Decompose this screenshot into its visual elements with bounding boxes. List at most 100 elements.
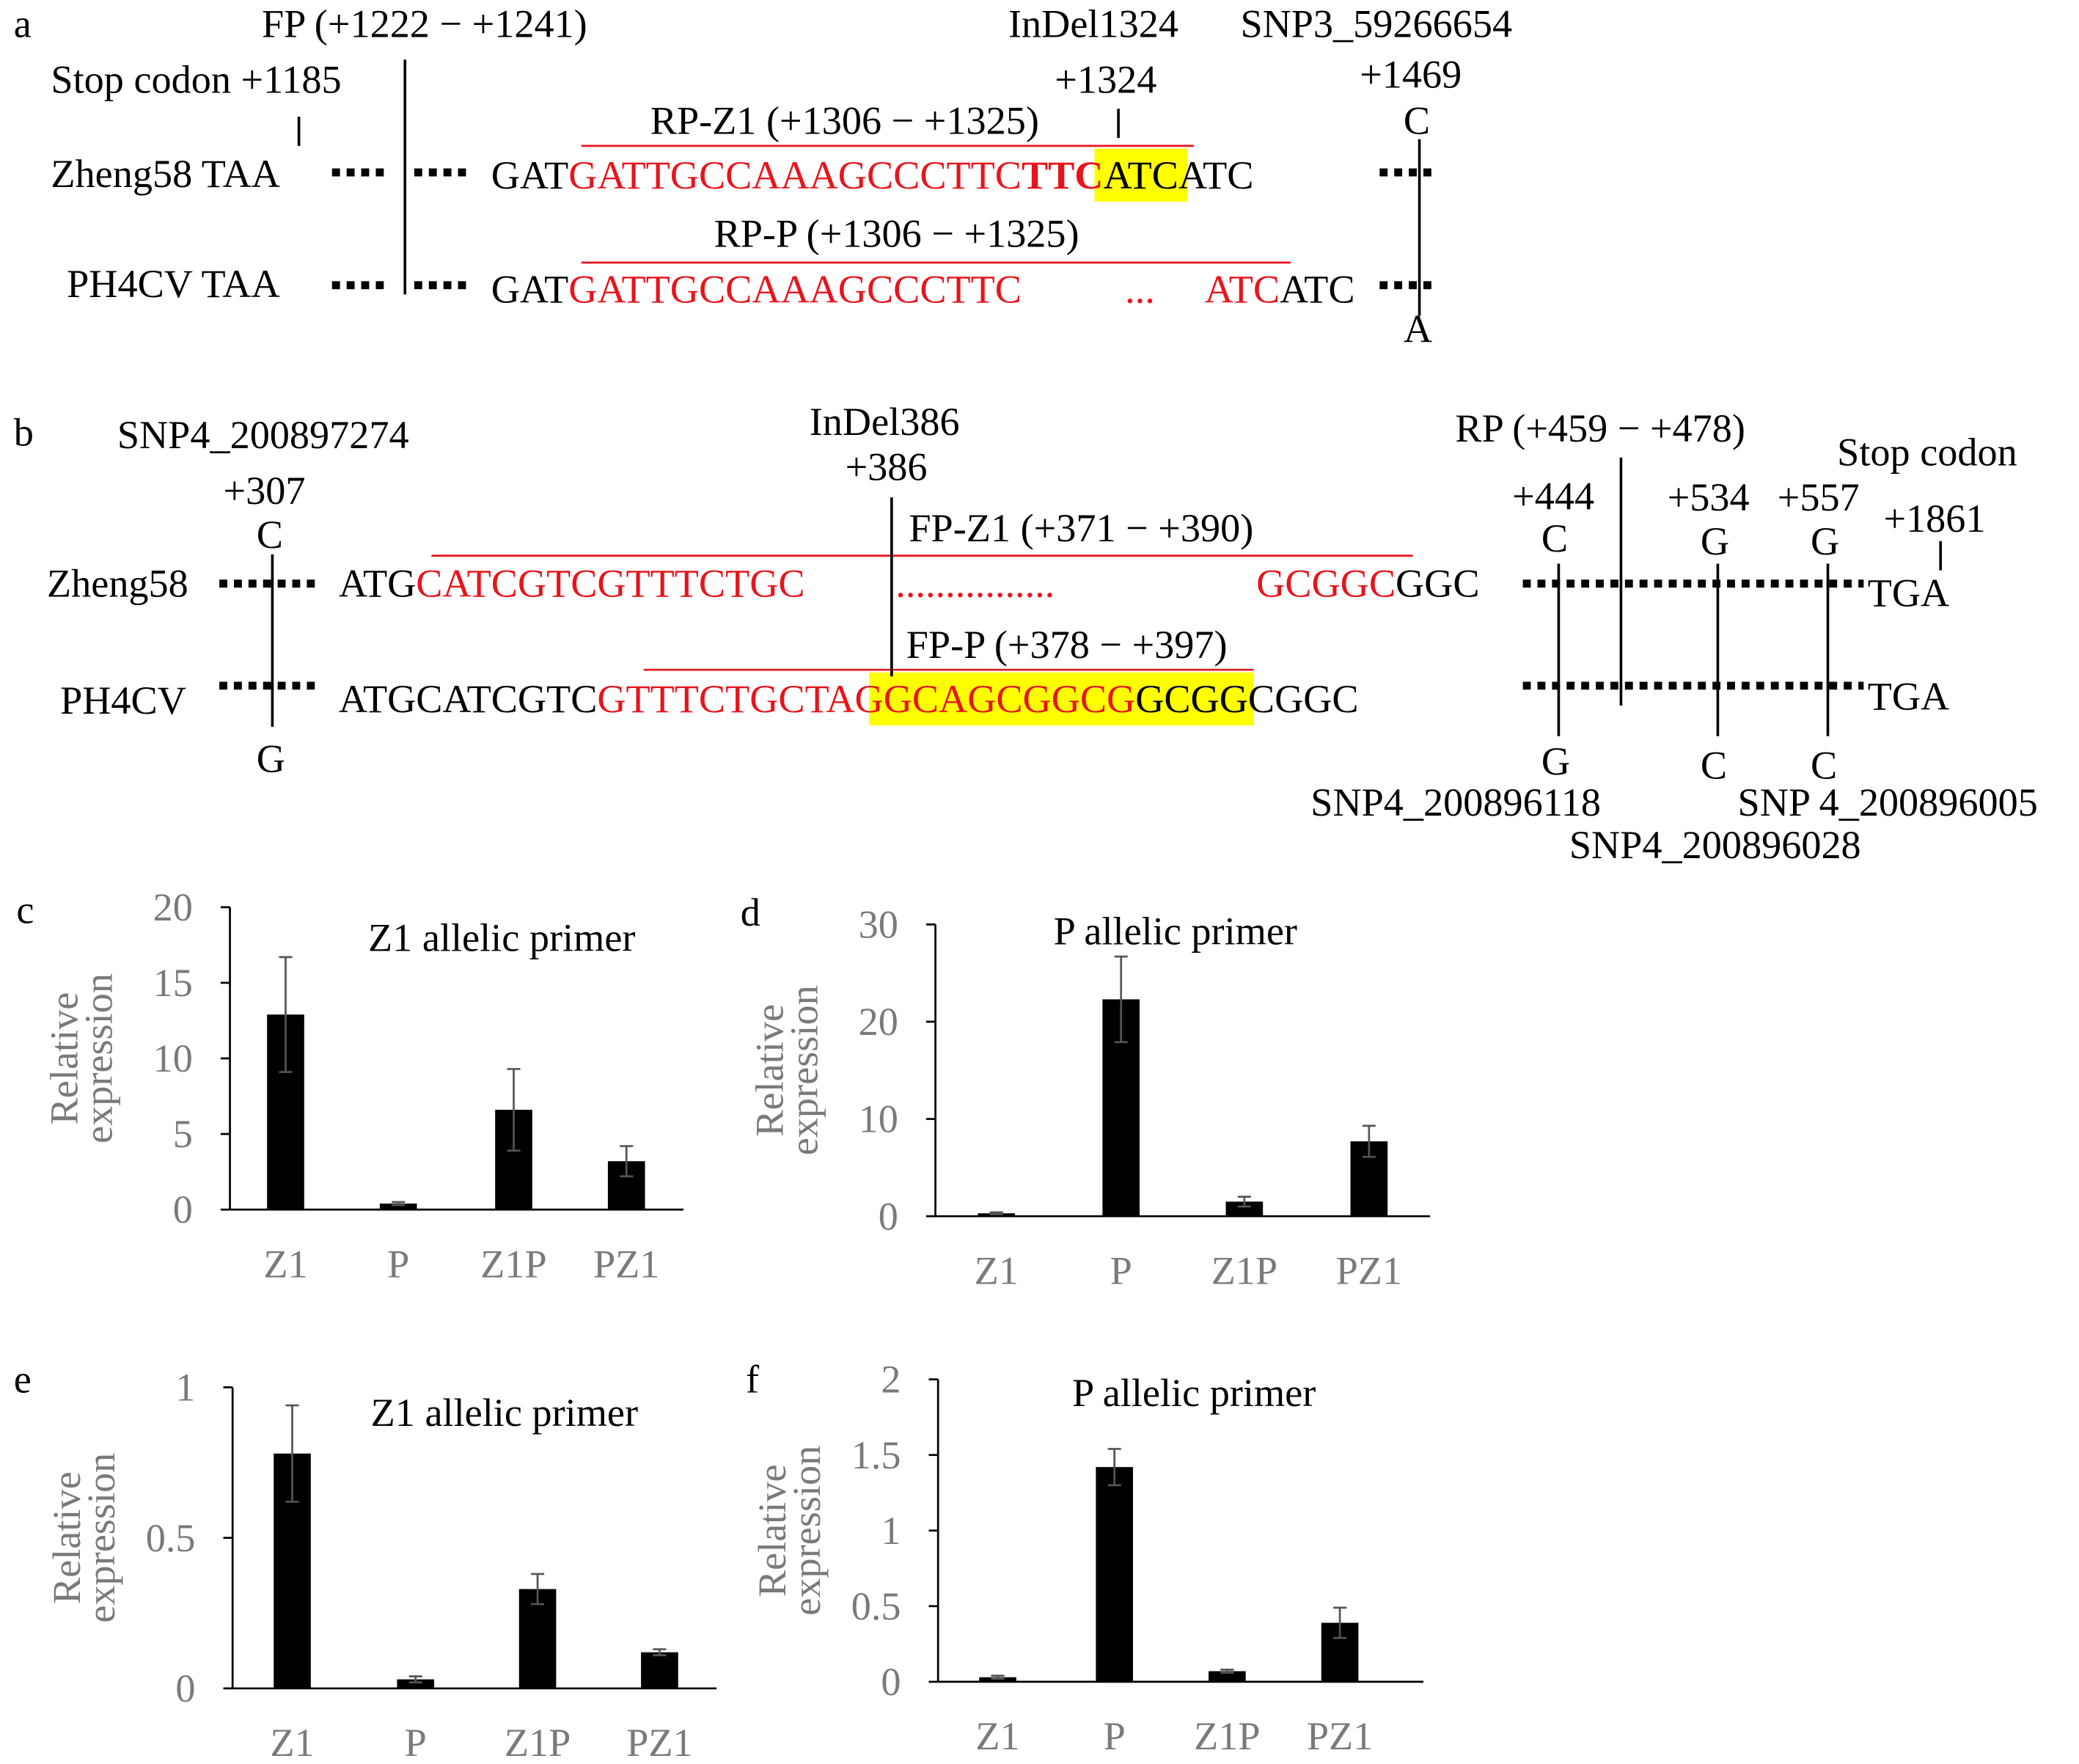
- chart-title: P allelic primer: [1054, 909, 1297, 953]
- allele: A: [1404, 307, 1432, 351]
- snp-label: SNP 4_200896005: [1738, 780, 2038, 824]
- error-bar: [408, 1675, 422, 1684]
- y-tick-label: 10: [859, 1097, 898, 1141]
- error-bar: [1107, 1448, 1121, 1487]
- seq-part: TTC: [1022, 153, 1104, 197]
- panel-label: f: [746, 1358, 760, 1402]
- y-tick-label: 0.5: [146, 1516, 196, 1560]
- x-tick-label: PZ1: [1336, 1248, 1402, 1292]
- panel-label: b: [14, 411, 34, 455]
- error-bar: [507, 1068, 521, 1152]
- y-axis-label: Relative: [750, 1464, 794, 1597]
- y-tick-label: 1: [175, 1366, 195, 1410]
- error-bar: [531, 1573, 545, 1606]
- x-tick-label: Z1P: [1194, 1714, 1260, 1758]
- stop-codon: TGA: [1868, 674, 1949, 718]
- position: +307: [224, 469, 306, 513]
- y-axis-label: Relative: [748, 1004, 792, 1137]
- row-name: PH4CV: [60, 678, 186, 722]
- allele: G: [1811, 519, 1839, 563]
- y-axis-label: Relative: [43, 992, 87, 1125]
- snp-label: SNP3_59266654: [1240, 2, 1512, 46]
- panel-label: d: [741, 890, 760, 934]
- chart-title: P allelic primer: [1072, 1371, 1316, 1415]
- allele: C: [1701, 743, 1727, 787]
- bar: [1209, 1671, 1246, 1682]
- error-bar: [620, 1145, 634, 1178]
- x-tick-label: P: [387, 1242, 409, 1286]
- y-tick-label: 0: [879, 1194, 898, 1238]
- row-name: Zheng58: [47, 562, 188, 606]
- panel-b: b SNP4_200897274 InDel386 RP (+459 − +47…: [14, 400, 2038, 867]
- y-axis-label: expression: [79, 1453, 123, 1623]
- seq-part: GATTGCCAAAGCCCTTC: [568, 267, 1022, 311]
- error-bar: [989, 1211, 1003, 1215]
- y-tick-label: 10: [153, 1036, 193, 1080]
- stop-codon: TGA: [1868, 571, 1949, 615]
- y-tick-label: 20: [153, 885, 193, 929]
- y-tick-label: 1: [881, 1509, 901, 1553]
- error-bar: [1237, 1196, 1251, 1208]
- sequence: GATGATTGCCAAAGCCCTTC... ATCATC: [491, 267, 1355, 311]
- chart-title: Z1 allelic primer: [368, 916, 635, 960]
- seq-part: GCGGC: [1256, 562, 1396, 606]
- error-bar: [991, 1675, 1005, 1680]
- y-tick-label: 0.5: [851, 1584, 901, 1628]
- error-bar: [653, 1648, 667, 1657]
- primer-label: RP (+459 − +478): [1455, 406, 1745, 450]
- position: +386: [846, 445, 928, 489]
- seq-part: GAT: [491, 153, 568, 197]
- x-tick-label: Z1P: [1211, 1248, 1277, 1292]
- seq-part: TAGGCAGCGGCG: [805, 677, 1136, 721]
- highlight: [1094, 148, 1188, 202]
- snp-label: SNP4_200896118: [1310, 780, 1601, 824]
- primer-label: RP-Z1 (+1306 − +1325): [650, 99, 1039, 143]
- allele: C: [257, 513, 283, 557]
- seq-part: GTTTCTGC: [597, 677, 804, 721]
- y-axis-label: expression: [77, 973, 121, 1143]
- seq-part: ................: [895, 562, 1055, 606]
- x-tick-label: P: [1110, 1248, 1132, 1292]
- x-tick-label: PZ1: [1307, 1714, 1373, 1758]
- allele: C: [1811, 743, 1837, 787]
- error-bar: [1362, 1124, 1376, 1158]
- allele: C: [1404, 99, 1430, 143]
- error-bar: [392, 1201, 406, 1207]
- seq-part: ATGCATCGTC: [339, 677, 598, 721]
- sequence: ATGCATCGTCGTTTCTGCTAGGCAGCGGCGGCGGCGGC: [339, 677, 1359, 721]
- indel-label: InDel1324: [1008, 2, 1178, 46]
- seq-part: ATCATC: [1103, 153, 1253, 197]
- error-bar: [1114, 955, 1128, 1044]
- sequence: ATGCATCGTCGTTTCTGC................ GCGGCG…: [339, 562, 1480, 606]
- seq-part: ATC: [1205, 267, 1280, 311]
- highlight: [869, 672, 1254, 726]
- panel-label: a: [14, 2, 32, 46]
- error-bar: [279, 956, 293, 1073]
- y-tick-label: 0: [175, 1666, 195, 1710]
- y-axis-label: expression: [785, 1446, 829, 1616]
- row-name: PH4CV TAA: [67, 262, 280, 306]
- y-tick-label: 0: [173, 1187, 193, 1231]
- y-tick-label: 20: [859, 1000, 898, 1044]
- x-tick-label: PZ1: [593, 1242, 659, 1286]
- bar: [1225, 1201, 1264, 1217]
- stop-label: Stop codon: [1837, 431, 2017, 475]
- error-bar: [285, 1404, 299, 1503]
- x-tick-label: P: [1104, 1714, 1126, 1758]
- x-tick-label: Z1P: [505, 1721, 571, 1764]
- seq-part: GATTGCCAAAGCCCTTC: [568, 153, 1022, 197]
- position: +1861: [1883, 497, 1985, 541]
- bar: [1096, 1467, 1133, 1682]
- panel-a: a FP (+1222 − +1241) InDel1324 SNP3_5926…: [14, 2, 1512, 351]
- error-bar: [1220, 1669, 1234, 1674]
- x-tick-label: Z1P: [480, 1242, 546, 1286]
- x-tick-label: PZ1: [626, 1721, 692, 1764]
- allele: C: [1541, 516, 1568, 560]
- allele: G: [1701, 519, 1729, 563]
- position: +1324: [1055, 58, 1156, 102]
- x-tick-label: Z1: [263, 1242, 307, 1286]
